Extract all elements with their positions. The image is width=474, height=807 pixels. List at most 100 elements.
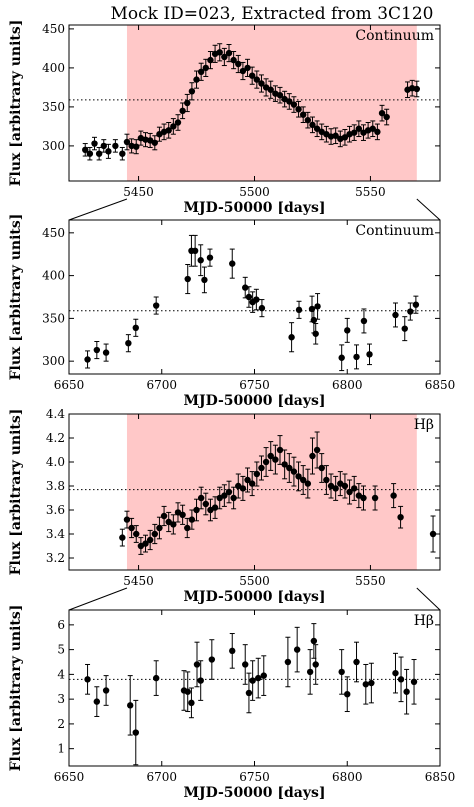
marker [235,60,242,68]
y-tick-label: 3 [57,692,65,706]
data-point [202,58,210,77]
data-point [346,479,353,505]
marker [229,260,236,267]
marker [353,353,360,361]
data-point [225,44,233,63]
data-point [304,468,312,499]
marker [286,98,293,105]
marker [258,304,266,312]
data-point [207,51,214,70]
data-point [184,263,191,295]
y-tick-label: 4.4 [46,407,65,421]
x-tick-label: 6650 [54,770,85,784]
marker [197,494,205,502]
marker [208,656,216,663]
data-point [299,106,307,123]
marker [299,111,307,118]
data-point [86,146,94,161]
data-point [197,486,205,510]
data-point [93,340,101,360]
marker [132,729,139,736]
data-point [368,662,375,704]
marker [366,351,373,358]
marker [242,284,249,291]
data-point [323,465,330,495]
marker [281,461,288,468]
series-annotation: Hβ [414,613,434,629]
marker [95,150,103,157]
data-point [248,471,256,497]
marker [355,125,363,132]
marker [407,308,414,315]
marker [151,139,158,146]
y-axis-label: Flux [arbitrary units] [8,409,24,576]
marker [82,146,89,153]
marker [225,49,233,57]
marker [193,76,200,83]
data-point [355,120,363,138]
marker [295,106,302,113]
marker [353,658,360,666]
data-point [258,74,265,93]
data-point [244,58,251,77]
data-point [413,80,421,98]
marker [221,53,228,61]
x-tick-label: 6750 [239,770,270,784]
marker [86,150,94,157]
data-point [151,523,158,545]
data-point [102,343,110,362]
data-point [267,441,274,471]
y-tick-label: 300 [42,354,65,368]
data-point [286,93,293,110]
data-point [360,485,367,511]
marker [197,677,204,684]
data-point [84,663,91,695]
data-point [229,633,236,669]
marker [276,446,284,454]
marker [170,521,177,528]
data-point [208,639,216,680]
x-axis-label: MJD-50000 [days] [183,393,325,409]
data-point [211,496,219,519]
data-point [152,660,160,696]
marker [165,127,172,134]
data-point [299,465,307,495]
data-point [306,649,314,695]
marker [239,485,247,492]
marker [197,68,205,76]
marker [245,689,253,697]
x-tick-label: 6850 [425,770,456,784]
marker [392,669,399,677]
data-point [403,668,410,715]
data-point [312,644,319,685]
data-point [235,54,242,74]
marker [362,681,369,688]
marker [369,125,376,132]
y-tick-label: 1 [57,742,65,756]
data-point [341,473,349,499]
data-point [191,234,199,267]
data-point [142,534,149,553]
marker [403,688,410,695]
data-point [197,660,204,701]
marker [128,524,135,532]
marker [202,500,210,508]
marker [410,678,418,686]
marker [244,476,251,484]
data-point [165,122,172,139]
data-point [337,130,344,148]
marker [313,446,321,454]
series-annotation: Continuum [355,223,434,239]
data-point [401,316,408,342]
data-point [310,306,318,334]
data-point [93,686,101,717]
x-tick-label: 6800 [332,770,363,784]
data-point [276,86,284,104]
data-point [253,461,261,487]
data-point [112,139,119,153]
y-tick-label: 4 [57,667,65,681]
marker [413,85,421,93]
marker [258,80,265,87]
data-point [245,672,253,714]
y-tick-label: 4.0 [46,455,65,469]
